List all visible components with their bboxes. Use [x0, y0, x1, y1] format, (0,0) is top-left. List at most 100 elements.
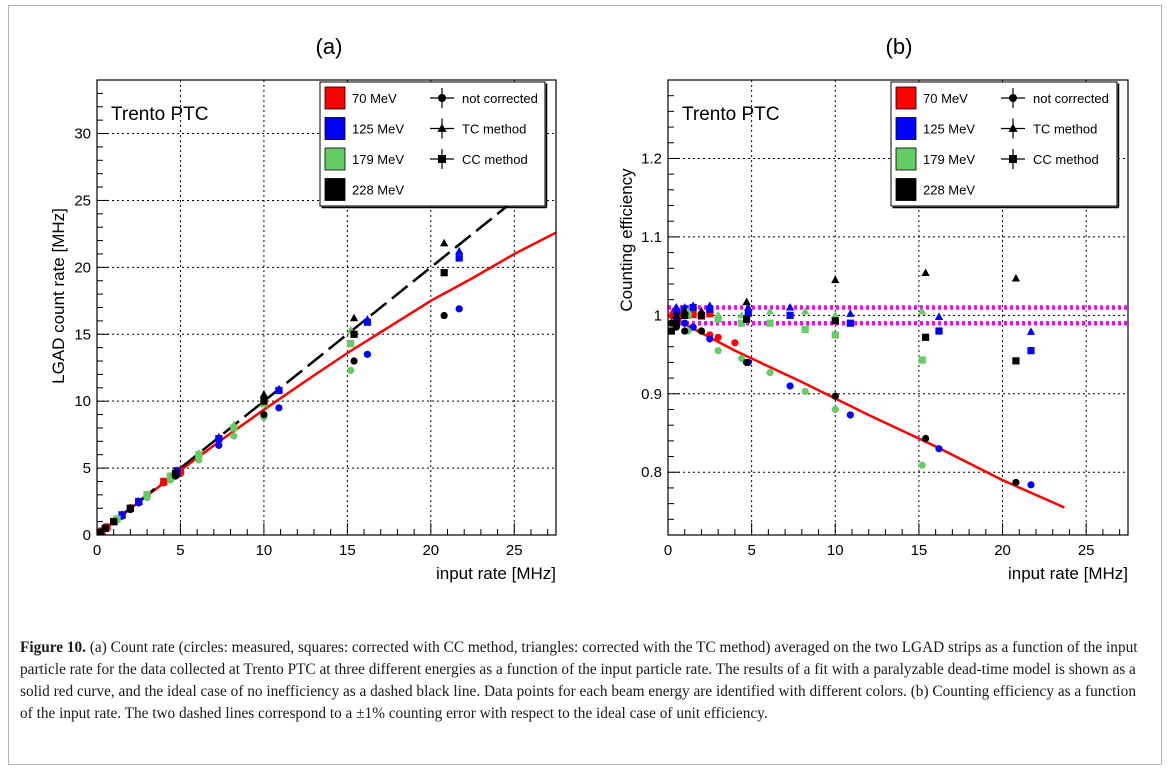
data-point-circle — [786, 382, 794, 390]
data-point-square — [143, 491, 151, 499]
legend-energy-label: 70 MeV — [352, 91, 397, 106]
data-point-circle — [831, 405, 839, 414]
data-point-square — [275, 386, 283, 395]
data-point-square — [171, 469, 180, 478]
data-point-square — [1027, 347, 1035, 355]
data-point-triangle — [918, 306, 927, 315]
legend-box — [890, 81, 1118, 207]
panel-a: (a) 0 5 10 15 20 25 0 5 10 15 20 25 30 input rate [MHz… — [49, 34, 557, 583]
data-point-triangle — [440, 238, 449, 247]
data-point-circle — [1027, 481, 1035, 489]
legend-swatch — [895, 178, 917, 201]
legend-marker-circle — [438, 94, 446, 102]
legend-energy-label: 228 MeV — [923, 183, 975, 198]
data-point-circle — [230, 432, 238, 440]
y-tick-label: 10 — [74, 393, 91, 410]
data-point-circle — [714, 333, 722, 341]
data-point-square — [669, 311, 677, 319]
curve-solid-red — [97, 231, 556, 535]
data-point-circle — [935, 445, 943, 453]
data-point-triangle — [785, 303, 795, 311]
data-point-triangle — [1011, 273, 1021, 282]
data-point-square — [801, 325, 809, 334]
data-point-circle — [350, 357, 358, 365]
data-point-circle — [440, 311, 448, 320]
legend-method-label: not corrected — [462, 91, 538, 106]
data-point-square — [347, 340, 355, 348]
legend-marker-square — [1009, 155, 1017, 163]
panel-title: (a) — [316, 34, 343, 59]
x-tick-label: 20 — [994, 542, 1011, 559]
legend-swatch — [324, 147, 346, 171]
plot-frame — [96, 79, 557, 536]
x-axis-label: input rate [MHz] — [1008, 564, 1128, 583]
data-point-square — [766, 319, 774, 327]
legend-swatch — [895, 147, 917, 171]
y-tick-label: 20 — [74, 259, 91, 276]
figure-frame — [8, 5, 1162, 765]
data-point-circle — [766, 369, 774, 377]
data-point-square — [118, 511, 126, 519]
legend-method-label: CC method — [1033, 152, 1099, 167]
data-point-square — [101, 524, 109, 532]
legend-energy-label: 179 MeV — [352, 152, 404, 167]
data-point-square — [706, 305, 714, 313]
data-point-square — [110, 518, 118, 526]
data-point-circle — [697, 327, 706, 335]
data-point-square — [135, 497, 143, 506]
data-point-triangle — [831, 310, 840, 319]
x-tick-label: 10 — [256, 542, 273, 559]
data-point-triangle — [349, 313, 359, 322]
legend-method-label: not corrected — [1033, 91, 1109, 106]
x-tick-label: 15 — [911, 542, 928, 559]
data-point-circle — [706, 335, 714, 343]
plot-area — [668, 268, 1128, 509]
legend-marker-circle — [1009, 94, 1017, 102]
legend-method-label: TC method — [1033, 122, 1097, 137]
x-tick-label: 15 — [339, 542, 356, 559]
curve-solid-red — [668, 314, 1065, 509]
data-point-square — [714, 315, 722, 323]
legend-swatch — [324, 178, 346, 201]
data-point-square — [689, 310, 697, 319]
caption-text: (a) Count rate (circles: measured, squar… — [20, 639, 1138, 722]
data-point-triangle — [765, 306, 775, 315]
legend-box — [319, 81, 546, 207]
legend-swatch — [324, 86, 346, 110]
x-tick-label: 20 — [422, 542, 439, 559]
x-tick-label: 25 — [1078, 542, 1095, 559]
x-tick-label: 0 — [93, 542, 101, 559]
legend-energy-label: 70 MeV — [923, 91, 968, 106]
y-axis-label: Counting efficiency — [617, 168, 636, 312]
chart-annotation: Trento PTC — [111, 104, 209, 125]
plot-area — [97, 199, 556, 535]
data-point-circle — [738, 354, 746, 363]
data-point-circle — [215, 441, 223, 449]
data-point-circle — [831, 392, 839, 400]
data-point-square — [738, 319, 746, 327]
y-tick-label: 1 — [654, 307, 662, 324]
data-point-circle — [846, 411, 854, 419]
data-point-square — [697, 311, 706, 319]
data-point-triangle — [455, 246, 464, 255]
data-point-circle — [689, 323, 697, 331]
legend: 70 MeV 125 MeV 179 MeV 228 MeV not corrected… — [890, 81, 1120, 209]
data-point-square — [350, 330, 358, 338]
data-point-square — [831, 331, 839, 339]
legend-swatch — [324, 117, 346, 140]
data-point-square — [97, 528, 104, 535]
data-point-triangle — [259, 389, 269, 398]
data-point-triangle — [831, 275, 840, 284]
data-point-circle — [681, 327, 689, 335]
caption-label: Figure 10. — [20, 639, 86, 656]
data-point-square — [744, 309, 752, 317]
panel-b: (b) 0 5 10 15 20 25 0.8 0.9 1 1.1 1.2 input rate [MH… — [617, 34, 1129, 583]
data-point-square — [260, 397, 268, 405]
x-tick-label: 25 — [506, 542, 523, 559]
data-point-circle — [922, 434, 930, 443]
y-tick-label: 0.8 — [641, 464, 662, 481]
data-point-circle — [260, 410, 268, 419]
figure-caption: Figure 10. (a) Count rate (circles: meas… — [20, 637, 1148, 725]
data-point-square — [743, 315, 751, 323]
legend-swatch — [895, 86, 917, 110]
